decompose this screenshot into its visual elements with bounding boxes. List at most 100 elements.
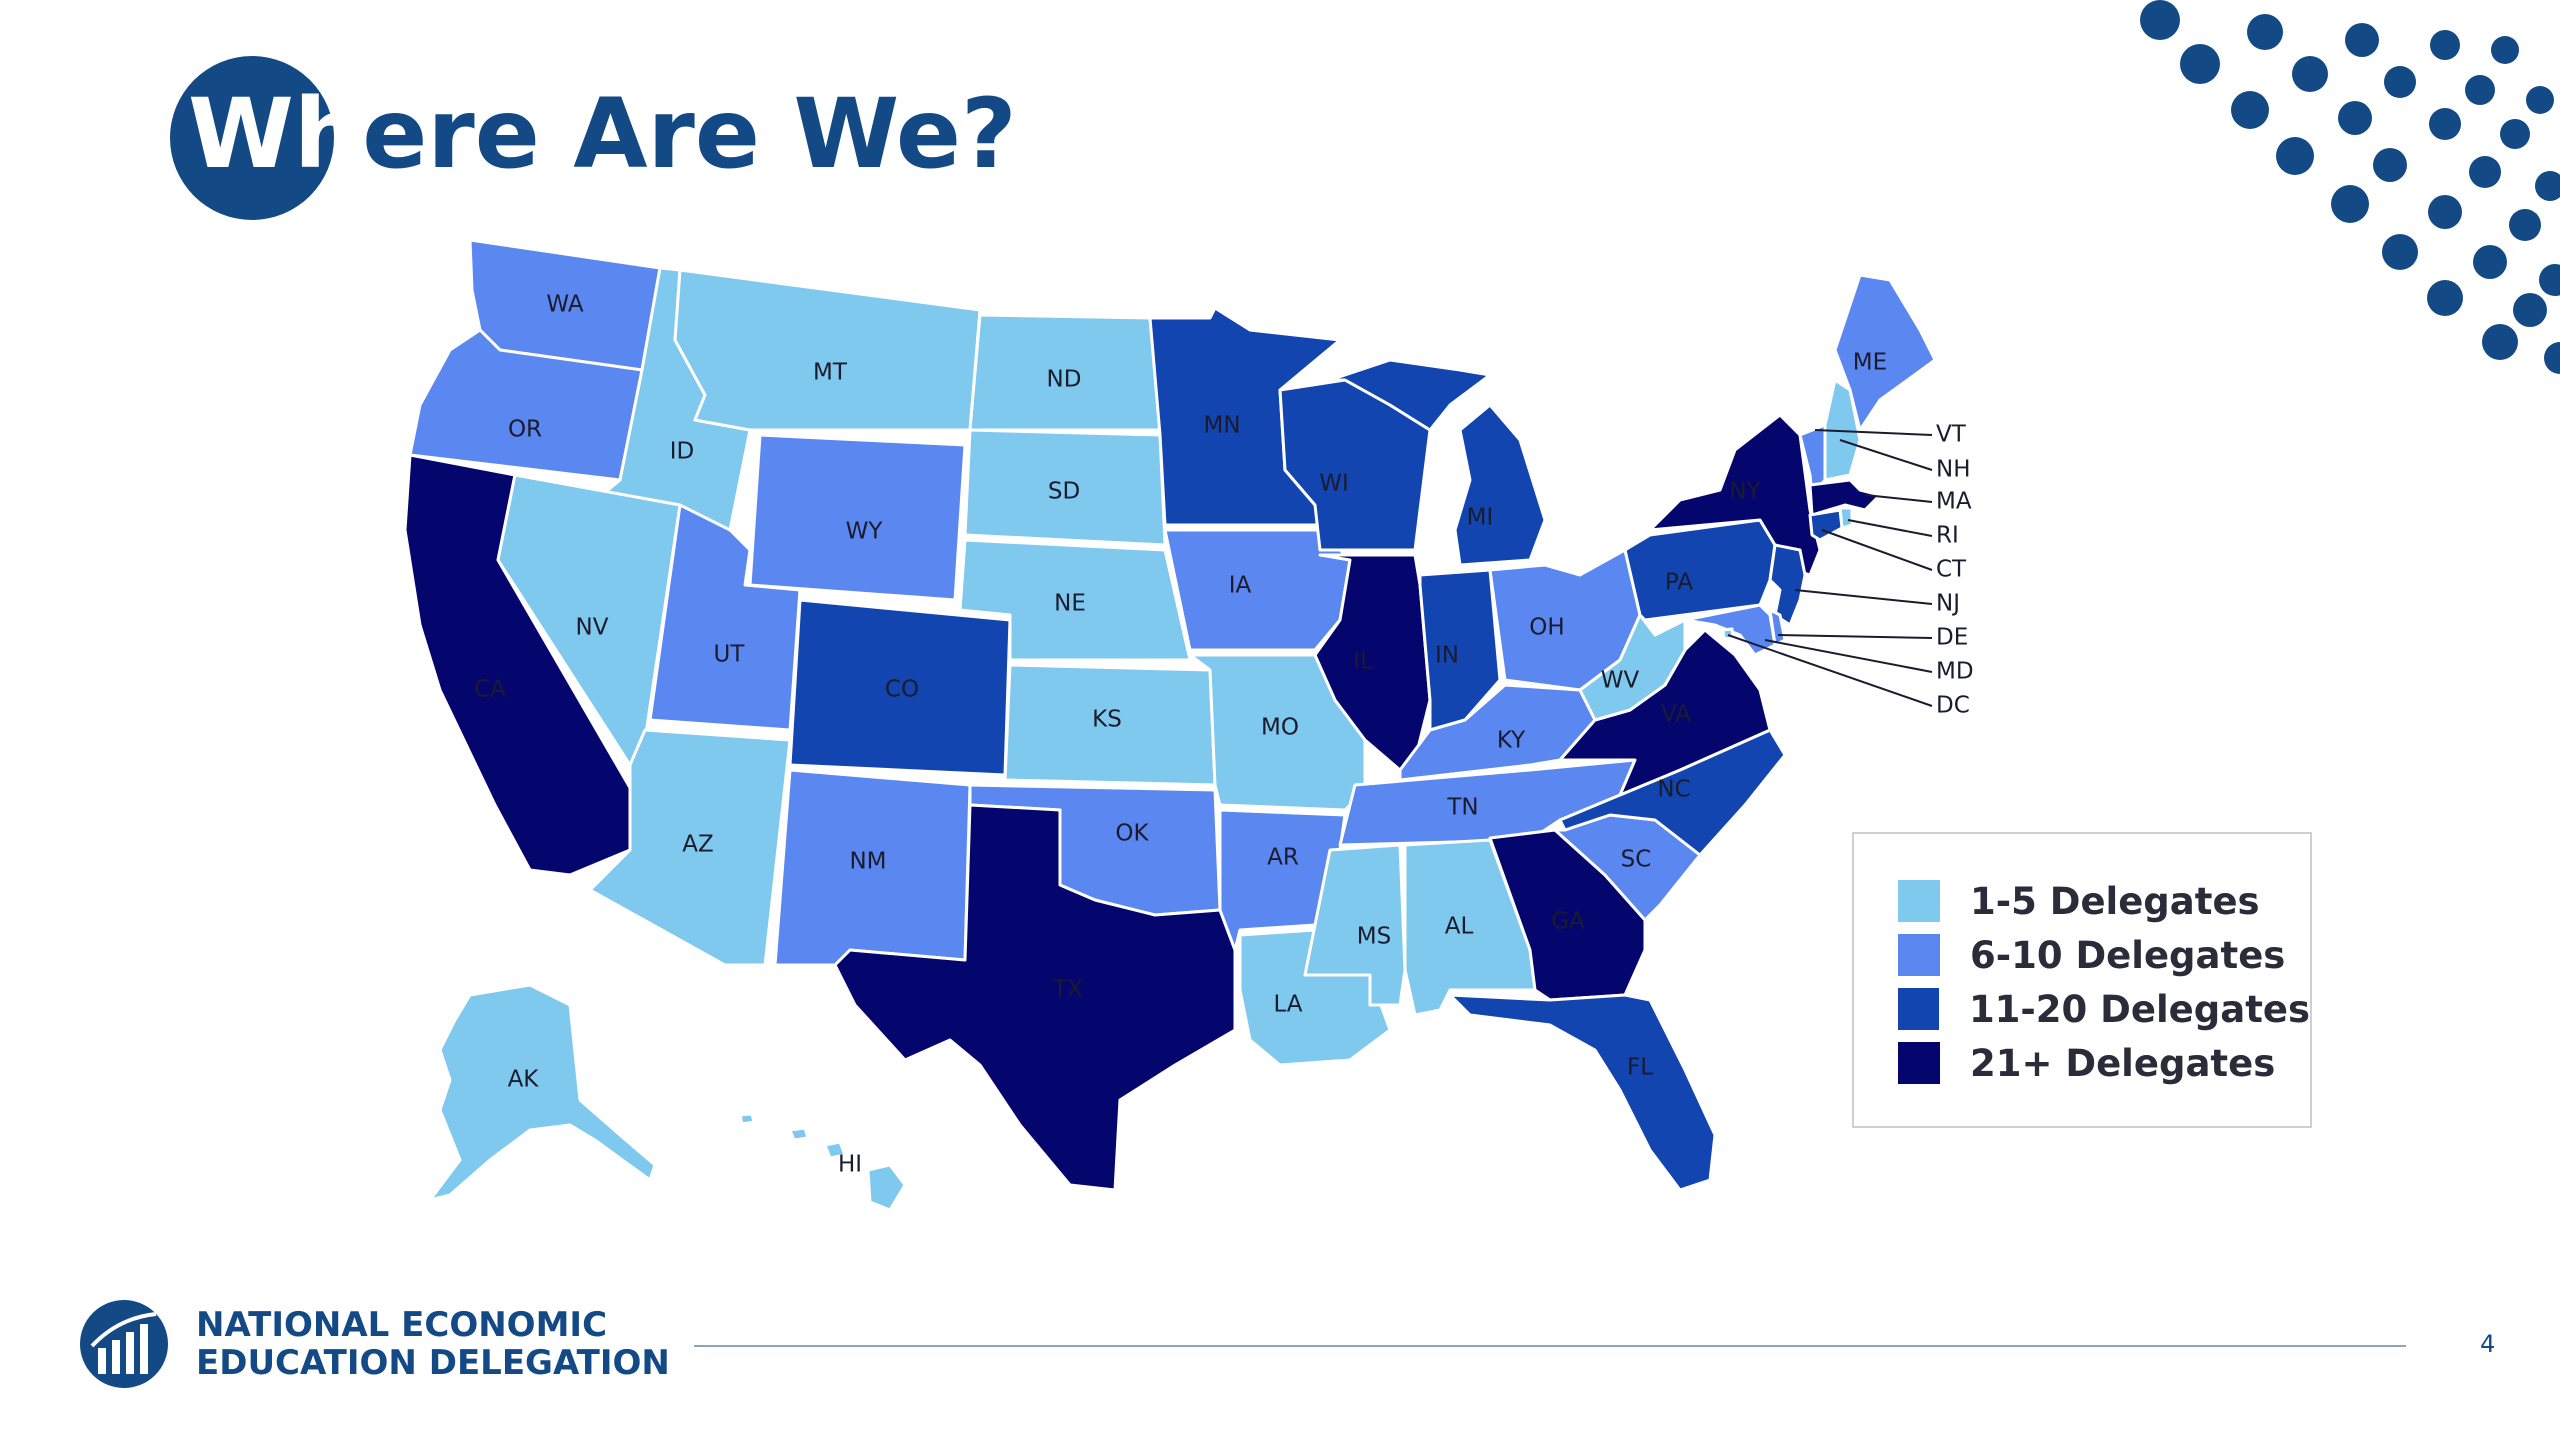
state-label-ia: IA <box>1229 573 1252 599</box>
decorative-dot <box>2491 36 2519 64</box>
title-circle-decoration <box>170 56 334 220</box>
map-legend: 1-5 Delegates 6-10 Delegates 11-20 Deleg… <box>1852 832 2312 1128</box>
state-label-va: VA <box>1661 702 1691 728</box>
footer-divider <box>694 1345 2406 1347</box>
state-SD <box>963 428 1167 547</box>
org-name: NATIONAL ECONOMIC EDUCATION DELEGATION <box>196 1306 670 1382</box>
state-OR <box>408 328 644 482</box>
state-FL <box>1448 993 1717 1192</box>
state-label-az: AZ <box>682 832 714 858</box>
title-first-letters: Wh <box>188 78 363 190</box>
state-label-pa: PA <box>1665 570 1693 596</box>
decorative-dot <box>2465 75 2495 105</box>
state-label-ks: KS <box>1092 707 1122 733</box>
state-label-id: ID <box>670 439 695 465</box>
decorative-dot <box>2382 234 2418 270</box>
state-NE <box>958 538 1192 662</box>
decorative-dot <box>2428 195 2462 229</box>
decorative-dot <box>2384 66 2416 98</box>
state-label-ky: KY <box>1497 728 1526 754</box>
decorative-dot <box>2473 245 2507 279</box>
state-label-wv: WV <box>1601 668 1640 694</box>
state-label-mi: MI <box>1467 505 1494 531</box>
state-label-wi: WI <box>1319 471 1349 497</box>
state-WV <box>1578 613 1687 722</box>
decorative-dot <box>2513 293 2547 327</box>
state-MS <box>1303 843 1407 1007</box>
decorative-dot <box>2345 23 2379 57</box>
state-label-me: ME <box>1853 350 1887 376</box>
state-label-tn: TN <box>1446 795 1478 821</box>
state-label-sd: SD <box>1048 479 1080 505</box>
state-label-fl: FL <box>1627 1055 1653 1081</box>
decorative-dot <box>2231 91 2269 129</box>
decorative-dot <box>2469 156 2501 188</box>
decorative-dot <box>2276 137 2314 175</box>
legend-swatch <box>1898 934 1940 976</box>
decorative-dot <box>2331 185 2369 223</box>
state-DC <box>1721 627 1735 641</box>
decorative-dot-pattern <box>2140 0 2560 374</box>
callout-label-ct: CT <box>1936 557 1967 583</box>
state-label-ms: MS <box>1357 924 1391 950</box>
decorative-dot <box>2544 342 2560 374</box>
state-label-al: AL <box>1445 914 1474 940</box>
state-UT <box>648 503 802 732</box>
state-label-in: IN <box>1435 643 1459 669</box>
state-label-hi: HI <box>838 1152 862 1178</box>
legend-swatch <box>1898 1042 1940 1084</box>
callout-line-de <box>1777 634 1933 639</box>
org-logo-icon <box>80 1300 168 1388</box>
state-label-oh: OH <box>1529 615 1564 641</box>
state-label-ok: OK <box>1115 821 1149 847</box>
state-label-sc: SC <box>1621 847 1652 873</box>
legend-item: 1-5 Delegates <box>1898 874 2310 928</box>
org-name-line1: NATIONAL ECONOMIC <box>196 1305 608 1345</box>
state-MT <box>673 268 982 432</box>
callout-label-nj: NJ <box>1936 591 1960 617</box>
state-AZ <box>588 728 792 967</box>
decorative-dot <box>2292 56 2328 92</box>
state-label-nd: ND <box>1047 367 1082 393</box>
decorative-dot <box>2180 44 2220 84</box>
state-label-ne: NE <box>1054 591 1086 617</box>
decorative-dot <box>2482 324 2518 360</box>
state-label-or: OR <box>508 417 542 443</box>
callout-label-ri: RI <box>1936 523 1959 549</box>
state-TX <box>833 803 1237 1192</box>
callout-label-ma: MA <box>1936 489 1972 515</box>
callout-label-de: DE <box>1936 625 1968 651</box>
state-label-wa: WA <box>546 292 583 318</box>
callout-line-ct <box>1821 529 1933 571</box>
state-AR <box>1218 808 1347 952</box>
legend-item: 21+ Delegates <box>1898 1036 2310 1090</box>
org-name-line2: EDUCATION DELEGATION <box>196 1343 670 1383</box>
state-MI <box>1328 358 1547 567</box>
callout-label-md: MD <box>1936 659 1974 685</box>
state-AK <box>428 983 657 1202</box>
legend-label: 1-5 Delegates <box>1970 879 2260 923</box>
legend-label: 11-20 Delegates <box>1968 987 2310 1031</box>
state-label-la: LA <box>1273 992 1302 1018</box>
state-label-co: CO <box>885 677 919 703</box>
state-label-mo: MO <box>1261 715 1299 741</box>
legend-item: 11-20 Delegates <box>1898 982 2310 1036</box>
decorative-dot <box>2247 14 2283 50</box>
legend-swatch <box>1898 880 1940 922</box>
decorative-dot <box>2427 280 2463 316</box>
state-label-nv: NV <box>576 615 609 641</box>
callout-line-md <box>1764 639 1933 673</box>
decorative-dot <box>2429 108 2461 140</box>
callout-line-ri <box>1847 519 1933 537</box>
legend-label: 21+ Delegates <box>1970 1041 2276 1085</box>
callout-line-ma <box>1864 494 1933 503</box>
legend-item: 6-10 Delegates <box>1898 928 2310 982</box>
decorative-dot <box>2373 148 2407 182</box>
state-HI <box>738 1112 907 1210</box>
legend-swatch <box>1898 988 1939 1030</box>
decorative-dot <box>2140 0 2180 40</box>
state-label-tx: TX <box>1052 977 1083 1003</box>
decorative-dot <box>2535 171 2560 201</box>
callout-label-nh: NH <box>1936 457 1971 483</box>
title-rest: ere Are We? <box>362 78 1017 190</box>
